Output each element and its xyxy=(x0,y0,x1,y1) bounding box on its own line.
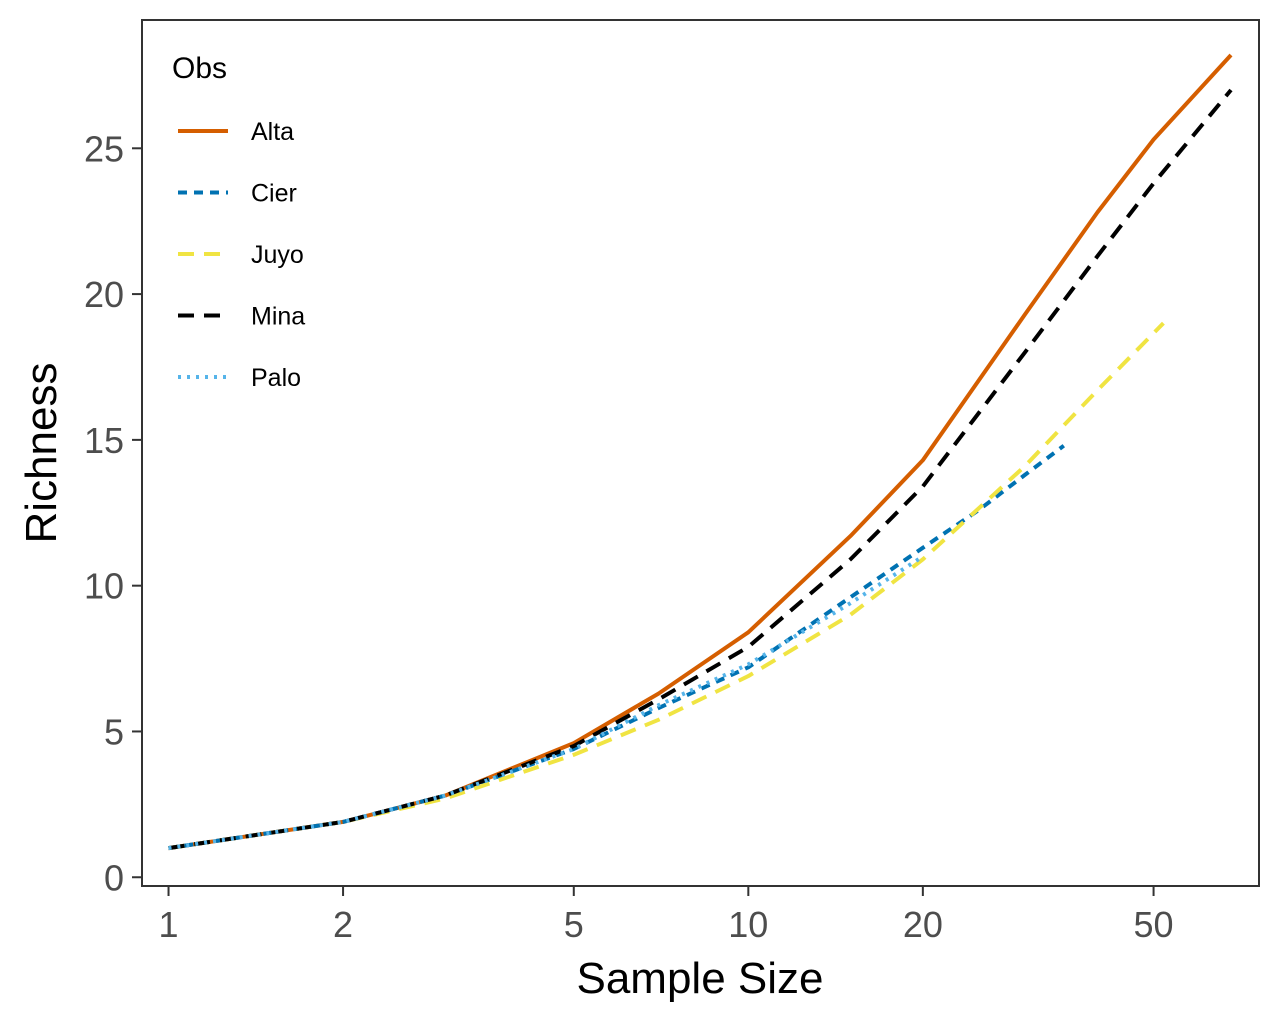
legend-label-mina: Mina xyxy=(251,303,305,331)
series-line-palo xyxy=(168,554,924,851)
series-layer xyxy=(168,53,1233,851)
x-tick-label: 5 xyxy=(564,904,584,945)
x-axis-title: Sample Size xyxy=(576,954,823,1003)
y-tick-label: 0 xyxy=(104,857,124,898)
y-tick-label: 20 xyxy=(84,274,124,315)
y-tick-label: 25 xyxy=(84,128,124,169)
legend-label-cier: Cier xyxy=(251,180,297,208)
x-axis: 1 2 5 10 20 50 xyxy=(159,886,1174,945)
legend-label-alta: Alta xyxy=(251,118,294,146)
x-tick-label: 20 xyxy=(903,904,943,945)
y-axis: 0 5 10 15 20 25 xyxy=(84,128,142,898)
y-tick-label: 5 xyxy=(104,711,124,752)
x-tick-label: 50 xyxy=(1134,904,1174,945)
x-tick-label: 10 xyxy=(728,904,768,945)
y-tick-label: 15 xyxy=(84,420,124,461)
legend: Obs Alta Cier Juyo Mina Palo xyxy=(172,52,305,392)
series-line-mina xyxy=(168,88,1233,851)
legend-label-palo: Palo xyxy=(251,364,301,392)
legend-label-juyo: Juyo xyxy=(251,241,304,269)
x-tick-label: 1 xyxy=(159,904,179,945)
legend-title: Obs xyxy=(172,52,227,85)
y-tick-label: 10 xyxy=(84,566,124,607)
x-tick-label: 2 xyxy=(333,904,353,945)
y-axis-title: Richness xyxy=(17,363,66,544)
plot-panel-border xyxy=(141,19,1260,887)
